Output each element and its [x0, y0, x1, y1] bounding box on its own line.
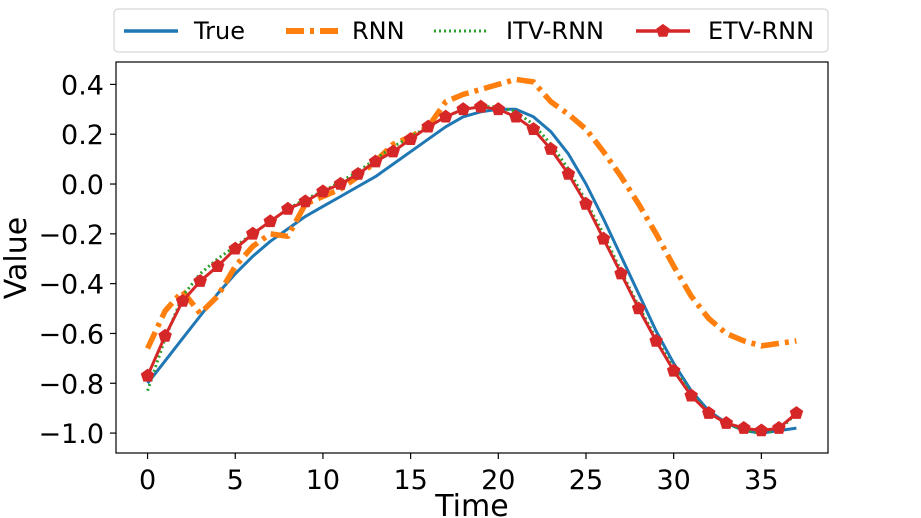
point-marker-etv-rnn [737, 420, 751, 434]
y-tick-label: −0.4 [38, 270, 104, 301]
point-marker-etv-rnn [228, 241, 242, 255]
point-marker-etv-rnn [246, 226, 260, 240]
x-tick-label: 10 [306, 465, 340, 496]
point-marker-etv-rnn [298, 194, 313, 208]
point-marker-etv-rnn [474, 99, 488, 113]
x-tick-label: 5 [227, 465, 244, 496]
point-marker-etv-rnn [351, 166, 365, 180]
point-marker-etv-rnn [368, 154, 383, 168]
series-layer [140, 76, 804, 437]
x-tick-label: 25 [569, 465, 603, 496]
point-marker-etv-rnn [649, 333, 663, 347]
legend-label-itv-rnn: ITV-RNN [506, 17, 604, 45]
point-marker-etv-rnn [526, 122, 541, 135]
point-marker-etv-rnn [702, 406, 716, 419]
point-marker-etv-rnn [754, 423, 769, 437]
y-tick-label: 0.0 [61, 170, 104, 201]
point-marker-etv-rnn [561, 166, 576, 180]
y-tick-label: −0.2 [38, 220, 104, 251]
point-marker-etv-rnn [631, 301, 646, 315]
y-tick-label: −0.8 [38, 369, 104, 400]
point-marker-etv-rnn [333, 176, 348, 190]
y-tick-label: −0.6 [38, 319, 104, 350]
point-marker-etv-rnn [666, 363, 681, 377]
x-tick-label: 30 [656, 465, 690, 496]
y-tick-label: 0.2 [61, 120, 104, 151]
point-marker-etv-rnn [544, 142, 558, 155]
point-marker-etv-rnn [491, 102, 506, 116]
y-tick-label: −1.0 [38, 419, 104, 450]
point-marker-etv-rnn [614, 266, 628, 280]
legend-label-rnn: RNN [352, 17, 405, 45]
point-marker-etv-rnn [684, 388, 698, 402]
point-marker-etv-rnn [210, 259, 225, 272]
x-tick-label: 20 [481, 465, 515, 496]
x-tick-label: 35 [744, 465, 778, 496]
point-marker-etv-rnn [263, 214, 278, 228]
point-marker-etv-rnn [509, 109, 523, 123]
point-marker-etv-rnn [193, 274, 207, 287]
y-tick-label: 0.4 [61, 70, 104, 101]
series-line-rnn [145, 76, 797, 350]
point-marker-etv-rnn [386, 144, 400, 158]
point-marker-etv-rnn [158, 328, 172, 342]
point-marker-etv-rnn [456, 102, 470, 116]
plot-area [115, 61, 829, 454]
point-marker-etv-rnn [403, 132, 418, 145]
point-marker-etv-rnn [719, 415, 734, 429]
x-tick-label: 15 [393, 465, 427, 496]
x-axis: 0 5 10 15 20 25 30 35 [139, 453, 779, 496]
point-marker-etv-rnn [281, 201, 295, 215]
point-marker-etv-rnn [421, 119, 435, 133]
point-marker-etv-rnn [175, 293, 190, 307]
x-tick-label: 0 [139, 465, 156, 496]
point-marker-etv-rnn [772, 420, 786, 434]
x-axis-label: Time [434, 489, 508, 518]
legend: True RNN ITV-RNN ETV-RNN [113, 8, 829, 53]
point-marker-etv-rnn [438, 109, 453, 123]
point-marker-etv-rnn [579, 196, 593, 210]
y-axis-label: Value [0, 217, 34, 299]
series-line-true [146, 107, 797, 435]
legend-label-true: True [193, 17, 245, 45]
point-marker-etv-rnn [316, 184, 330, 198]
point-marker-etv-rnn [789, 406, 804, 419]
point-marker-etv-rnn [596, 231, 611, 245]
point-marker-etv-rnn [140, 368, 155, 382]
legend-label-etv-rnn: ETV-RNN [708, 17, 814, 45]
y-axis: −1.0 −0.8 −0.6 −0.4 −0.2 0.0 0.2 0.4 [38, 70, 116, 450]
legend-marker-etv-rnn [656, 23, 670, 37]
